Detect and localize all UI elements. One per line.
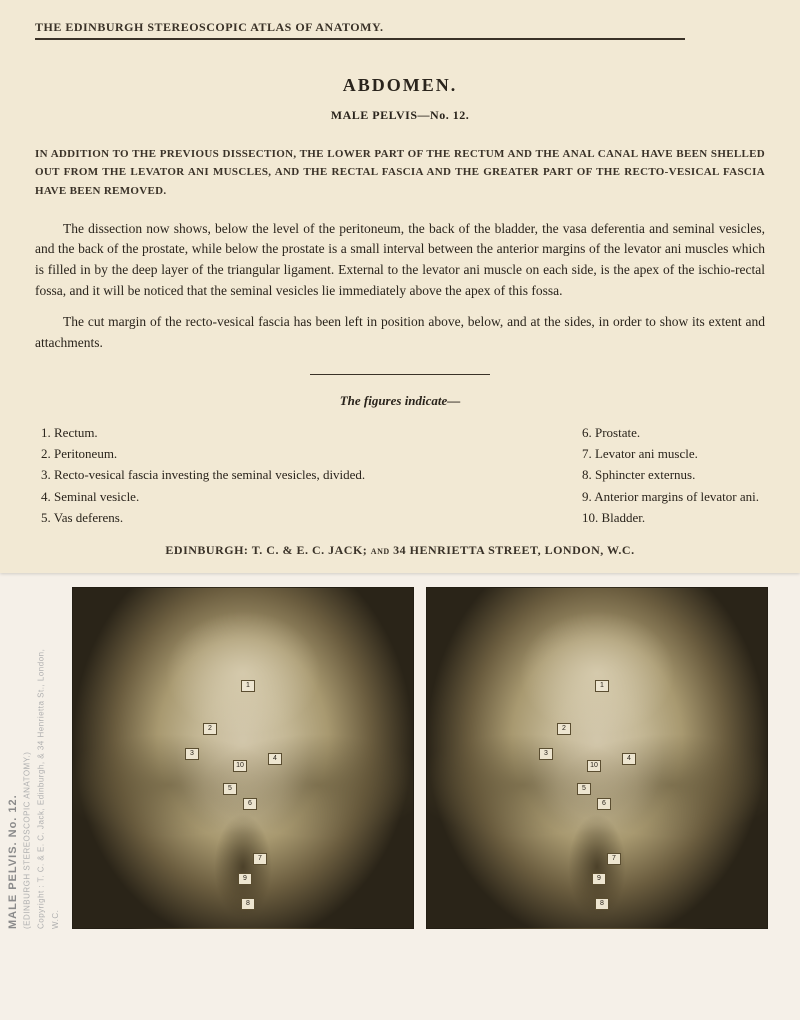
anatomy-marker: 7 xyxy=(253,853,267,865)
anatomy-marker: 6 xyxy=(243,798,257,810)
photo-section: MALE PELVIS. No. 12. (EDINBURGH STEREOSC… xyxy=(0,581,800,935)
atlas-title: THE EDINBURGH STEREOSCOPIC ATLAS OF ANAT… xyxy=(35,20,765,40)
publisher-line: EDINBURGH: T. C. & E. C. JACK; and 34 HE… xyxy=(35,543,765,558)
side-label: MALE PELVIS. No. 12. (EDINBURGH STEREOSC… xyxy=(4,587,38,929)
legend-left-column: 1. Rectum.2. Peritoneum.3. Recto-vesical… xyxy=(41,423,365,529)
legend-item: 1. Rectum. xyxy=(41,423,365,443)
anatomy-marker: 2 xyxy=(203,723,217,735)
anatomy-marker: 6 xyxy=(597,798,611,810)
body-paragraph-2: The cut margin of the recto-vesical fasc… xyxy=(35,312,765,354)
legend-right-column: 6. Prostate.7. Levator ani muscle.8. Sph… xyxy=(582,423,759,529)
stereo-pair: 12310456798 12310456798 xyxy=(44,587,796,929)
anatomy-marker: 5 xyxy=(223,783,237,795)
text-card: THE EDINBURGH STEREOSCOPIC ATLAS OF ANAT… xyxy=(0,0,800,573)
side-sub-text: (EDINBURGH STEREOSCOPIC ANATOMY.) xyxy=(22,751,31,928)
anatomy-marker: 10 xyxy=(587,760,601,772)
anatomy-marker: 3 xyxy=(539,748,553,760)
legend-item: 8. Sphincter externus. xyxy=(582,465,759,485)
anatomy-marker: 8 xyxy=(595,898,609,910)
anatomy-marker: 3 xyxy=(185,748,199,760)
anatomy-marker: 8 xyxy=(241,898,255,910)
legend-item: 6. Prostate. xyxy=(582,423,759,443)
anatomy-marker: 1 xyxy=(241,680,255,692)
legend-item: 2. Peritoneum. xyxy=(41,444,365,464)
side-main-text: MALE PELVIS. No. 12. xyxy=(7,794,19,929)
anatomy-marker: 5 xyxy=(577,783,591,795)
anatomy-marker: 10 xyxy=(233,760,247,772)
legend-item: 9. Anterior margins of levator ani. xyxy=(582,487,759,507)
divider-rule xyxy=(310,374,490,375)
anatomy-marker: 9 xyxy=(238,873,252,885)
legend-row: 1. Rectum.2. Peritoneum.3. Recto-vesical… xyxy=(35,423,765,529)
body-paragraph-1: The dissection now shows, below the leve… xyxy=(35,219,765,303)
legend-item: 5. Vas deferens. xyxy=(41,508,365,528)
anatomy-marker: 7 xyxy=(607,853,621,865)
side-copyright: Copyright : T. C. & E. C. Jack, Edinburg… xyxy=(37,648,60,928)
legend-item: 4. Seminal vesicle. xyxy=(41,487,365,507)
legend-item: 3. Recto-vesical fascia investing the se… xyxy=(41,465,365,485)
anatomy-marker: 4 xyxy=(622,753,636,765)
section-title: ABDOMEN. xyxy=(35,75,765,96)
anatomy-marker: 9 xyxy=(592,873,606,885)
anatomy-marker: 4 xyxy=(268,753,282,765)
figures-indicate-heading: The figures indicate— xyxy=(35,393,765,409)
anatomy-marker: 2 xyxy=(557,723,571,735)
stereo-photo-left: 1 2 3 10 4 56 79 8 xyxy=(72,587,414,929)
anatomy-marker: 1 xyxy=(595,680,609,692)
plate-number: MALE PELVIS—No. 12. xyxy=(35,108,765,123)
legend-item: 10. Bladder. xyxy=(582,508,759,528)
intro-paragraph: IN ADDITION TO THE PREVIOUS DISSECTION, … xyxy=(35,145,765,201)
stereo-photo-right: 1 2 3 10 4 56 79 8 xyxy=(426,587,768,929)
legend-item: 7. Levator ani muscle. xyxy=(582,444,759,464)
